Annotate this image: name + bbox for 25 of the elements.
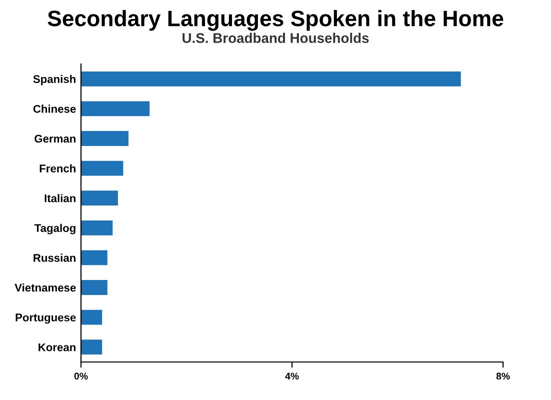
bar — [80, 101, 150, 116]
bar — [80, 280, 108, 295]
y-tick-label: Portuguese — [16, 314, 76, 324]
chart-title: Secondary Languages Spoken in the Home — [48, 10, 504, 31]
y-tick-label: German — [34, 134, 76, 143]
x-tick-label: 0% — [74, 372, 88, 380]
y-tick-label: Korean — [38, 343, 76, 352]
chart-subtitle: U.S. Broadband Households — [182, 32, 369, 43]
y-tick-label: Russian — [34, 254, 76, 262]
bar — [80, 250, 108, 266]
bar — [80, 340, 102, 355]
x-tick-label: 8% — [496, 372, 510, 380]
bar — [80, 310, 102, 325]
y-tick-label: French — [40, 164, 76, 172]
bar — [80, 190, 118, 206]
y-tick-label: Vietnamese — [14, 283, 76, 292]
x-tick-label: 4% — [285, 372, 299, 380]
bar — [80, 160, 124, 176]
bar — [80, 220, 113, 236]
y-tick-label: Chinese — [33, 104, 76, 113]
y-tick-label: Spanish — [33, 74, 76, 86]
bar — [80, 71, 461, 86]
bar — [80, 131, 128, 146]
y-tick-label: Tagalog — [34, 224, 76, 234]
y-tick-label: Italian — [44, 194, 76, 202]
